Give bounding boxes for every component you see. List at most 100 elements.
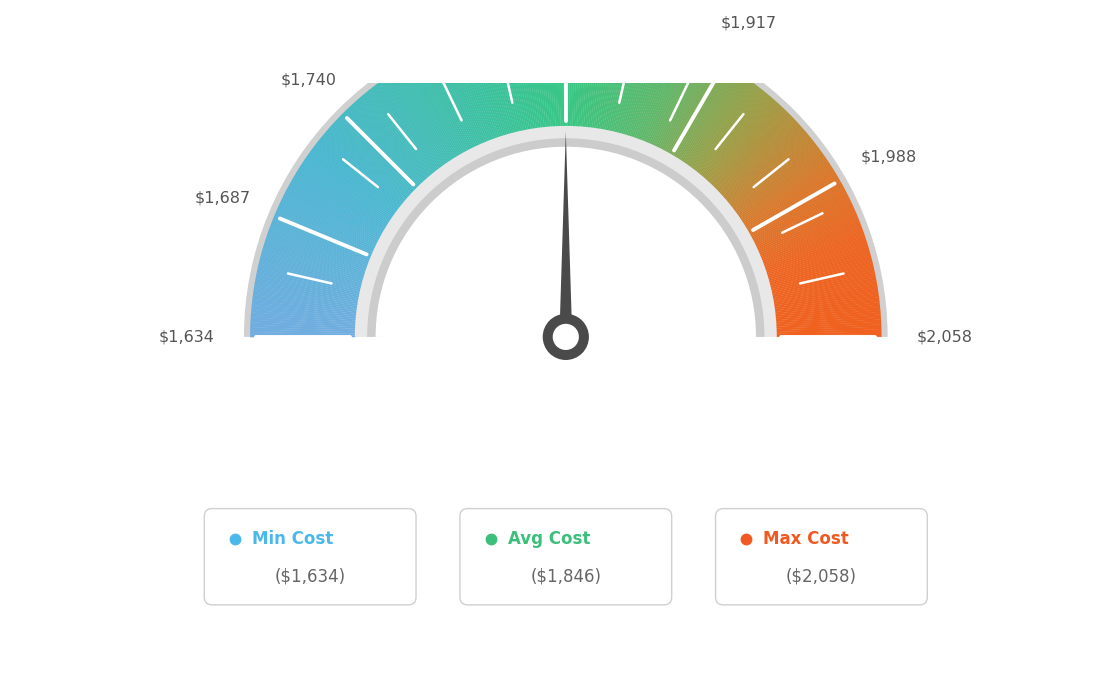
Wedge shape <box>774 309 881 320</box>
Wedge shape <box>774 307 880 319</box>
Wedge shape <box>342 112 418 189</box>
Wedge shape <box>354 100 427 181</box>
Wedge shape <box>433 49 479 147</box>
Wedge shape <box>327 128 408 200</box>
Wedge shape <box>466 37 501 138</box>
Wedge shape <box>760 218 859 260</box>
Wedge shape <box>585 23 598 128</box>
Wedge shape <box>595 24 613 130</box>
Wedge shape <box>728 135 810 205</box>
Wedge shape <box>638 41 678 141</box>
Wedge shape <box>511 26 531 130</box>
Wedge shape <box>256 270 361 295</box>
Wedge shape <box>756 206 854 253</box>
Text: $2,058: $2,058 <box>916 329 973 344</box>
Wedge shape <box>513 25 533 130</box>
Wedge shape <box>316 141 402 209</box>
Wedge shape <box>351 104 425 184</box>
FancyBboxPatch shape <box>715 509 927 605</box>
Wedge shape <box>255 278 360 299</box>
Wedge shape <box>454 41 493 141</box>
Wedge shape <box>765 239 867 274</box>
Wedge shape <box>485 31 513 135</box>
Wedge shape <box>742 166 832 225</box>
Wedge shape <box>692 86 760 171</box>
Wedge shape <box>567 21 571 128</box>
Wedge shape <box>295 172 388 229</box>
Wedge shape <box>401 66 458 159</box>
Wedge shape <box>468 36 502 138</box>
Wedge shape <box>407 63 463 156</box>
Wedge shape <box>762 227 863 266</box>
Wedge shape <box>715 115 793 191</box>
Wedge shape <box>750 184 843 237</box>
Wedge shape <box>702 97 773 179</box>
Wedge shape <box>730 141 815 208</box>
Wedge shape <box>449 43 490 142</box>
Wedge shape <box>740 161 830 222</box>
Wedge shape <box>256 273 361 296</box>
Wedge shape <box>384 77 447 166</box>
Wedge shape <box>751 189 846 240</box>
Wedge shape <box>408 61 464 155</box>
Wedge shape <box>298 168 389 226</box>
Wedge shape <box>758 211 857 255</box>
Wedge shape <box>726 133 809 204</box>
Wedge shape <box>758 213 858 257</box>
Wedge shape <box>593 24 611 130</box>
Wedge shape <box>765 241 868 275</box>
Wedge shape <box>344 110 420 188</box>
Wedge shape <box>340 114 417 190</box>
Wedge shape <box>362 94 433 177</box>
Wedge shape <box>251 332 357 335</box>
Wedge shape <box>620 32 651 135</box>
Wedge shape <box>254 288 359 306</box>
Wedge shape <box>637 40 675 140</box>
Wedge shape <box>775 319 881 327</box>
Wedge shape <box>364 92 434 176</box>
Wedge shape <box>277 207 375 253</box>
Wedge shape <box>417 57 469 152</box>
Wedge shape <box>737 155 826 218</box>
Wedge shape <box>521 24 538 130</box>
FancyBboxPatch shape <box>460 509 671 605</box>
Wedge shape <box>319 137 403 206</box>
Wedge shape <box>647 46 691 145</box>
Wedge shape <box>413 59 466 153</box>
Text: $1,687: $1,687 <box>194 190 251 206</box>
Wedge shape <box>293 176 385 232</box>
Wedge shape <box>360 95 431 178</box>
Wedge shape <box>741 164 831 224</box>
Wedge shape <box>438 47 482 146</box>
Wedge shape <box>732 145 818 211</box>
Wedge shape <box>548 21 556 128</box>
Wedge shape <box>722 126 803 199</box>
Wedge shape <box>269 226 370 265</box>
Wedge shape <box>760 216 859 258</box>
Wedge shape <box>723 128 804 199</box>
Wedge shape <box>300 164 391 224</box>
Circle shape <box>553 324 578 350</box>
Wedge shape <box>599 26 620 130</box>
Wedge shape <box>386 76 448 165</box>
Wedge shape <box>699 93 769 177</box>
Wedge shape <box>769 265 874 291</box>
Wedge shape <box>445 44 487 144</box>
Wedge shape <box>318 139 402 208</box>
Wedge shape <box>571 21 575 128</box>
Wedge shape <box>747 180 841 235</box>
Wedge shape <box>463 37 499 139</box>
Wedge shape <box>330 124 411 197</box>
Wedge shape <box>771 270 875 295</box>
Wedge shape <box>659 55 709 150</box>
Wedge shape <box>509 26 530 131</box>
Wedge shape <box>735 151 822 215</box>
Text: $1,917: $1,917 <box>720 15 776 30</box>
Wedge shape <box>253 290 359 308</box>
Wedge shape <box>422 55 473 150</box>
Wedge shape <box>768 255 871 285</box>
Wedge shape <box>775 334 881 337</box>
Wedge shape <box>639 41 680 141</box>
Wedge shape <box>591 23 605 129</box>
Wedge shape <box>668 61 722 155</box>
